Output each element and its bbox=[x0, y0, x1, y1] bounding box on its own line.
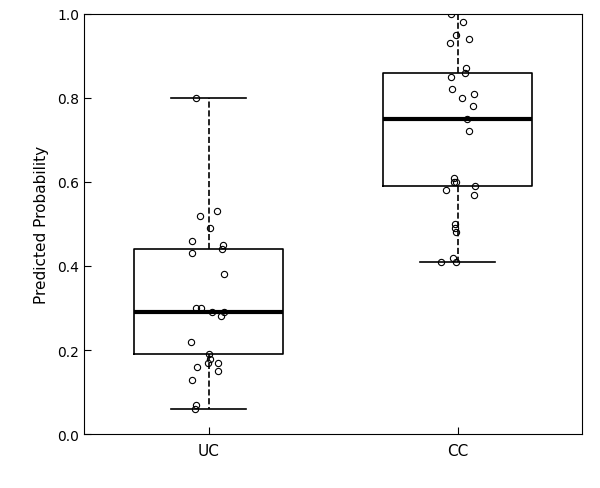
Y-axis label: Predicted Probability: Predicted Probability bbox=[34, 145, 49, 304]
